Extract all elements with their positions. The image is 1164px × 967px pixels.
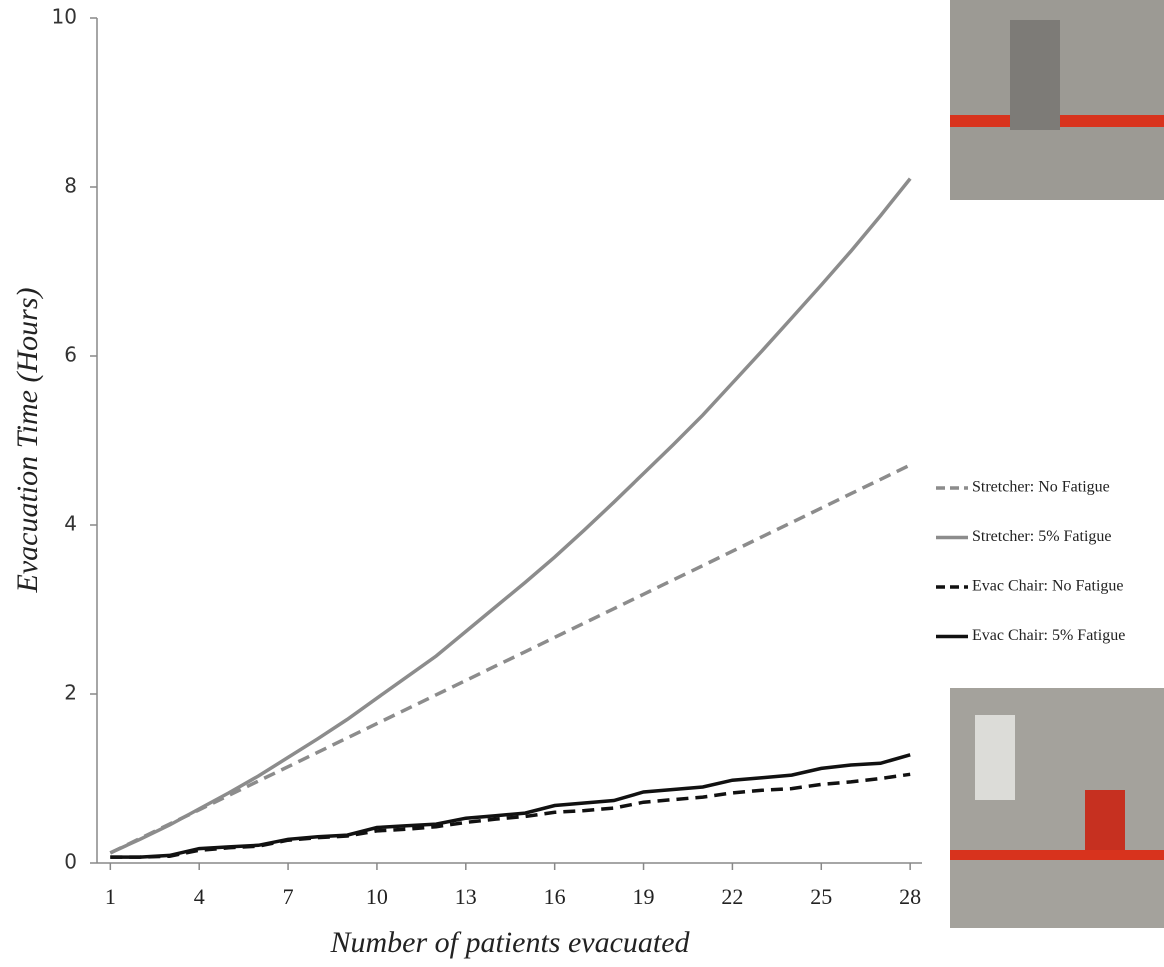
- legend-label: Stretcher: No Fatigue: [972, 479, 1110, 496]
- x-tick-label: 16: [544, 884, 566, 909]
- x-tick-label: 19: [633, 884, 655, 909]
- y-tick-label: 10: [52, 5, 77, 29]
- x-tick-label: 7: [283, 884, 294, 909]
- y-tick-label: 2: [64, 681, 77, 705]
- x-tick-label: 13: [455, 884, 477, 909]
- y-axis-label: Evacuation Time (Hours): [11, 288, 44, 594]
- x-tick-label: 4: [194, 884, 205, 909]
- x-tick-label: 25: [810, 884, 832, 909]
- x-tick-label: 10: [366, 884, 388, 909]
- y-tick-label: 0: [64, 850, 77, 874]
- legend-label: Stretcher: 5% Fatigue: [972, 528, 1112, 545]
- legend-label: Evac Chair: No Fatigue: [972, 578, 1124, 595]
- x-tick-label: 1: [105, 884, 116, 909]
- series-line: [110, 753, 911, 859]
- x-tick-label: 22: [721, 884, 743, 909]
- y-tick-label: 6: [64, 343, 77, 367]
- y-tick-label: 8: [64, 174, 77, 198]
- x-axis-label: Number of patients evacuated: [329, 926, 690, 959]
- photo-top: [950, 0, 1164, 200]
- legend-label: Evac Chair: 5% Fatigue: [972, 627, 1125, 644]
- series-line: [109, 177, 912, 855]
- y-tick-label: 4: [64, 512, 77, 536]
- series-line: [109, 463, 911, 855]
- photo-bottom: [950, 688, 1164, 928]
- x-tick-label: 28: [899, 884, 921, 909]
